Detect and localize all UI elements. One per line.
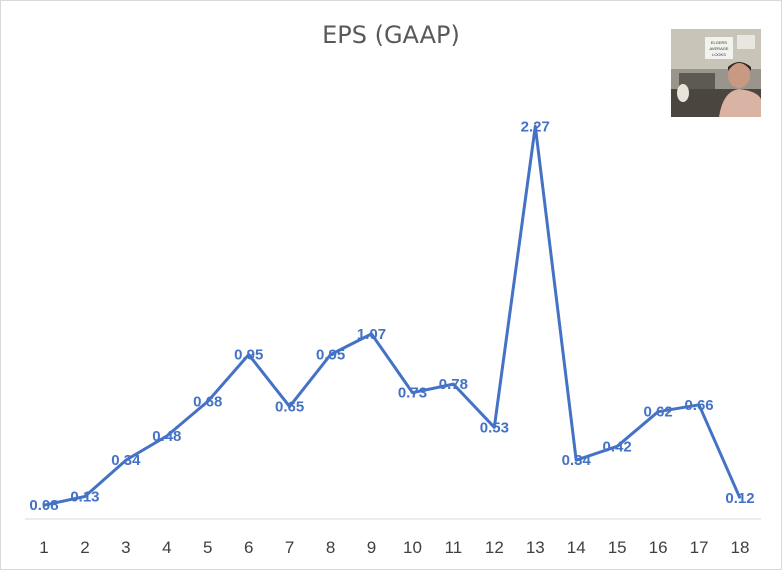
data-point bbox=[616, 445, 618, 447]
x-tick-label: 16 bbox=[649, 538, 668, 557]
data-point bbox=[739, 497, 741, 499]
data-point bbox=[125, 459, 127, 461]
data-label: 0.65 bbox=[275, 399, 304, 416]
data-label: 0.95 bbox=[234, 347, 263, 364]
data-label-layer: 0.08 0.13 0.34 0.48 0.68 0.95 0.65 0.95 1.07 0.73… bbox=[29, 118, 754, 514]
data-point bbox=[84, 496, 86, 498]
data-label: 0.95 bbox=[316, 347, 345, 364]
webcam-thumbnail: ELGERS AVERAGE LOOKS bbox=[671, 29, 761, 117]
note-line: ELGERS bbox=[711, 40, 728, 45]
x-tick-label: 5 bbox=[203, 538, 212, 557]
x-tick-label: 10 bbox=[403, 538, 422, 557]
data-label: 0.73 bbox=[398, 385, 427, 402]
x-tick-layer: 1 2 3 4 5 6 7 8 9 10 11 12 13 14 15 16 17 18 bbox=[39, 538, 749, 557]
data-label: 0.12 bbox=[725, 490, 754, 507]
note-line: AVERAGE bbox=[709, 46, 728, 51]
data-point bbox=[43, 504, 45, 506]
data-point bbox=[411, 392, 413, 394]
data-point bbox=[289, 406, 291, 408]
data-label: 0.34 bbox=[562, 452, 592, 469]
data-label: 0.78 bbox=[439, 376, 468, 393]
data-point bbox=[493, 426, 495, 428]
data-point bbox=[575, 459, 577, 461]
data-label: 0.48 bbox=[152, 428, 181, 445]
x-tick-label: 8 bbox=[326, 538, 335, 557]
x-tick-label: 11 bbox=[445, 538, 463, 557]
data-label: 0.53 bbox=[480, 419, 509, 436]
data-point bbox=[657, 411, 659, 413]
x-tick-label: 18 bbox=[731, 538, 750, 557]
data-point bbox=[207, 400, 209, 402]
data-point bbox=[534, 125, 536, 127]
webcam-photo-icon: ELGERS AVERAGE LOOKS bbox=[671, 29, 761, 117]
data-point bbox=[330, 354, 332, 356]
data-label: 0.62 bbox=[643, 404, 672, 421]
x-tick-label: 3 bbox=[121, 538, 130, 557]
data-point bbox=[452, 383, 454, 385]
x-tick-label: 2 bbox=[80, 538, 89, 557]
x-tick-label: 14 bbox=[567, 538, 586, 557]
series-layer bbox=[43, 124, 742, 507]
data-label: 1.07 bbox=[357, 326, 386, 343]
x-tick-label: 7 bbox=[285, 538, 294, 557]
data-point bbox=[371, 333, 373, 335]
note-line: LOOKS bbox=[712, 52, 726, 57]
data-point bbox=[248, 354, 250, 356]
x-tick-label: 4 bbox=[162, 538, 171, 557]
series-line bbox=[43, 124, 742, 507]
data-point bbox=[698, 404, 700, 406]
data-point bbox=[166, 435, 168, 437]
data-label: 0.34 bbox=[111, 452, 141, 469]
x-tick-label: 12 bbox=[485, 538, 504, 557]
x-tick-label: 17 bbox=[690, 538, 709, 557]
x-tick-label: 15 bbox=[608, 538, 627, 557]
x-tick-label: 9 bbox=[367, 538, 376, 557]
x-tick-label: 1 bbox=[39, 538, 48, 557]
data-label: 0.68 bbox=[193, 393, 222, 410]
data-label: 0.66 bbox=[684, 397, 713, 414]
chart-title: EPS (GAAP) bbox=[322, 21, 460, 49]
data-label: 2.27 bbox=[521, 118, 550, 135]
data-label: 0.08 bbox=[29, 497, 58, 514]
data-label: 0.13 bbox=[70, 489, 99, 506]
x-tick-label: 13 bbox=[526, 538, 545, 557]
x-tick-label: 6 bbox=[244, 538, 253, 557]
data-label: 0.42 bbox=[603, 438, 632, 455]
